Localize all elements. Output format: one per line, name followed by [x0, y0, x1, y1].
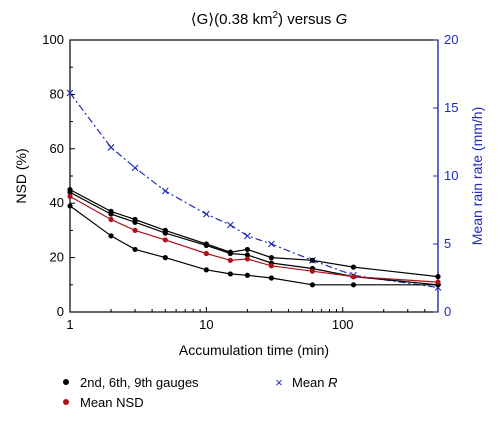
gauge-point: [203, 242, 209, 248]
x-tick-label: 10: [199, 317, 213, 332]
chart-title: ⟨G⟩(0.38 km2) versus G: [191, 10, 348, 28]
legend-gauges-marker: [63, 379, 69, 385]
legend-gauges-label: 2nd, 6th, 9th gauges: [80, 375, 199, 390]
gauge-line: [69, 189, 439, 278]
y-left-tick-label: 60: [50, 141, 64, 156]
mean-nsd-point: [309, 268, 316, 274]
mean-nsd-point: [268, 263, 275, 269]
title-var: G: [336, 11, 348, 28]
title-rhs: ): [278, 11, 283, 28]
gauge-point: [227, 271, 233, 277]
gauge-point: [268, 255, 275, 261]
gauge-point: [244, 252, 250, 258]
mean-r-point-stroke: [131, 164, 139, 172]
gauge-point: [132, 219, 138, 225]
y-left-tick-label: 0: [57, 304, 64, 319]
x-tick-label: 100: [332, 317, 354, 332]
y-right-tick-label: 10: [444, 168, 458, 183]
title-sup: 2: [272, 10, 278, 21]
gauge-line: [69, 205, 438, 286]
axis-ticks: 0 20 40 60 80 100 0 5 10 15 20 1 10 100: [42, 32, 458, 332]
mean-r-point: [161, 187, 169, 195]
y-left-tick-label: 80: [50, 86, 64, 101]
gauge-point: [108, 211, 114, 217]
gauge-point: [350, 282, 357, 288]
mean-r-point-stroke: [202, 210, 210, 218]
x-tick-label: 1: [66, 317, 73, 332]
gauge-point: [67, 203, 73, 209]
mean-nsd-point: [162, 237, 168, 243]
mean-nsd-point: [132, 227, 138, 233]
y-right-tick-label: 0: [444, 304, 451, 319]
gauge-point: [309, 282, 316, 288]
gauge-point: [67, 189, 73, 195]
legend-mean-nsd-marker: [63, 399, 69, 405]
legend-mean-r-prefix: Mean: [292, 375, 328, 390]
y-left-tick-label: 40: [50, 195, 64, 210]
mean-nsd-point: [108, 216, 114, 223]
gauge-point: [309, 257, 316, 263]
title-lhs: ⟨G⟩(0.38 km: [191, 11, 273, 28]
mean-nsd-point: [435, 279, 441, 285]
gauge-point: [435, 274, 441, 280]
y-left-tick-label: 100: [42, 32, 64, 47]
legend-mean-r-label: Mean R: [292, 375, 338, 390]
mean-r-point: [107, 144, 115, 151]
gauge-point: [132, 246, 138, 253]
y-right-tick-label: 5: [444, 236, 451, 251]
mean-nsd-point: [244, 256, 250, 262]
mean-nsd-line: [69, 195, 439, 283]
gauge-point: [244, 272, 250, 278]
mean-r-point: [66, 89, 74, 97]
mean-r-point: [226, 221, 234, 229]
gauge-point: [350, 264, 357, 270]
y-axis-label-left: NSD (%): [13, 148, 29, 203]
mean-r-line: [69, 92, 439, 289]
gauge-point: [268, 275, 275, 281]
gauge-point: [108, 233, 114, 239]
mean-r-point-stroke: [244, 232, 251, 240]
mean-nsd-point: [67, 193, 73, 199]
mean-nsd-point: [227, 257, 233, 263]
mean-r-point-stroke: [66, 89, 74, 97]
gauge-point: [162, 230, 168, 236]
mean-r-point-stroke: [226, 221, 234, 229]
mean-r-point: [268, 240, 275, 248]
gauge-point: [227, 250, 233, 257]
mean-r-point-stroke: [161, 187, 169, 195]
mean-r-point: [202, 210, 210, 218]
mean-nsd-point: [350, 274, 357, 280]
legend-mean-nsd-label: Mean NSD: [80, 395, 144, 410]
mean-r-point: [131, 164, 139, 172]
gauge-point: [162, 255, 168, 261]
gauge-point: [244, 246, 250, 253]
legend: 2nd, 6th, 9th gauges Mean NSD × Mean R: [63, 375, 338, 410]
y-right-tick-label: 20: [444, 32, 458, 47]
gauge-point: [203, 267, 209, 273]
mean-r-point: [244, 232, 251, 240]
legend-mean-r-marker: ×: [275, 375, 283, 390]
plot-frame-left-portion: [69, 39, 439, 313]
series-layer: [66, 89, 442, 291]
mean-r-point-stroke: [268, 240, 275, 248]
title-mid: versus: [283, 11, 336, 28]
x-axis-label: Accumulation time (min): [179, 342, 329, 358]
mean-nsd-point: [203, 250, 209, 257]
legend-mean-r-var: R: [328, 375, 337, 390]
y-right-tick-label: 15: [444, 100, 458, 115]
y-left-tick-label: 20: [50, 250, 64, 265]
mean-r-point-stroke: [107, 144, 115, 151]
y-axis-label-right: Mean rain rate (mm/h): [469, 107, 485, 245]
